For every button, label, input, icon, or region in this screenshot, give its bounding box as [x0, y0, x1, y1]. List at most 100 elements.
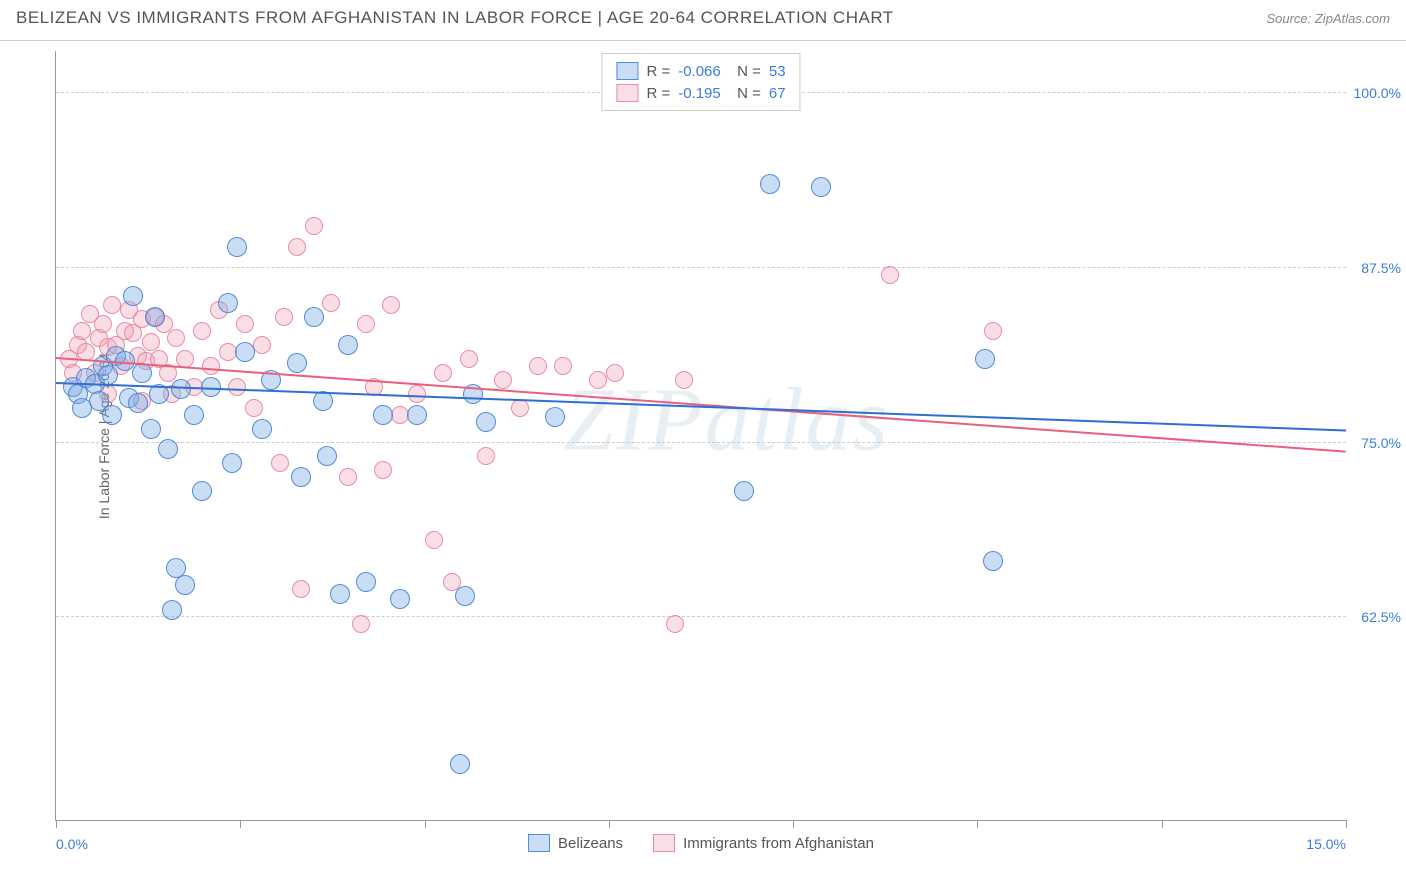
data-point	[352, 615, 370, 633]
x-tick	[56, 820, 57, 828]
data-point	[373, 405, 393, 425]
data-point	[72, 398, 92, 418]
data-point	[322, 294, 340, 312]
data-point	[252, 419, 272, 439]
data-point	[171, 379, 191, 399]
data-point	[288, 238, 306, 256]
data-point	[606, 364, 624, 382]
data-point	[357, 315, 375, 333]
data-point	[545, 407, 565, 427]
data-point	[589, 371, 607, 389]
data-point	[305, 217, 323, 235]
data-point	[291, 467, 311, 487]
x-tick	[1162, 820, 1163, 828]
data-point	[317, 446, 337, 466]
correlation-legend: R = -0.066 N = 53 R = -0.195 N = 67	[601, 53, 800, 111]
data-point	[145, 307, 165, 327]
data-point	[227, 237, 247, 257]
data-point	[123, 286, 143, 306]
scatter-chart: In Labor Force | Age 20-64 ZIPatlas R = …	[55, 51, 1346, 821]
data-point	[218, 293, 238, 313]
data-point	[434, 364, 452, 382]
data-point	[275, 308, 293, 326]
data-point	[450, 754, 470, 774]
chart-header: BELIZEAN VS IMMIGRANTS FROM AFGHANISTAN …	[0, 0, 1406, 41]
data-point	[407, 405, 427, 425]
data-point	[103, 296, 121, 314]
data-point	[228, 378, 246, 396]
x-tick	[977, 820, 978, 828]
data-point	[983, 551, 1003, 571]
data-point	[382, 296, 400, 314]
x-tick	[793, 820, 794, 828]
legend-row-2: R = -0.195 N = 67	[616, 82, 785, 104]
swatch-series1	[616, 62, 638, 80]
x-tick	[240, 820, 241, 828]
y-tick-label: 100.0%	[1354, 85, 1401, 101]
data-point	[408, 385, 426, 403]
data-point	[245, 399, 263, 417]
data-point	[73, 322, 91, 340]
data-point	[287, 353, 307, 373]
data-point	[193, 322, 211, 340]
data-point	[975, 349, 995, 369]
data-point	[141, 419, 161, 439]
x-tick	[1346, 820, 1347, 828]
data-point	[102, 405, 122, 425]
data-point	[984, 322, 1002, 340]
data-point	[460, 350, 478, 368]
data-point	[529, 357, 547, 375]
data-point	[128, 393, 148, 413]
data-point	[390, 589, 410, 609]
data-point	[477, 447, 495, 465]
data-point	[666, 615, 684, 633]
data-point	[167, 329, 185, 347]
data-point	[192, 481, 212, 501]
data-point	[811, 177, 831, 197]
x-axis-labels: 0.0% 15.0%	[56, 836, 1346, 852]
data-point	[98, 365, 118, 385]
data-point	[476, 412, 496, 432]
y-tick-label: 62.5%	[1361, 609, 1401, 625]
gridline	[56, 442, 1346, 443]
data-point	[425, 531, 443, 549]
x-tick	[609, 820, 610, 828]
data-point	[374, 461, 392, 479]
data-point	[554, 357, 572, 375]
data-point	[271, 454, 289, 472]
data-point	[175, 575, 195, 595]
data-point	[94, 315, 112, 333]
data-point	[881, 266, 899, 284]
data-point	[222, 453, 242, 473]
data-point	[734, 481, 754, 501]
chart-title: BELIZEAN VS IMMIGRANTS FROM AFGHANISTAN …	[16, 8, 894, 28]
data-point	[494, 371, 512, 389]
data-point	[330, 584, 350, 604]
y-tick-label: 75.0%	[1361, 435, 1401, 451]
data-point	[304, 307, 324, 327]
y-tick-label: 87.5%	[1361, 260, 1401, 276]
data-point	[184, 405, 204, 425]
data-point	[235, 342, 255, 362]
data-point	[158, 439, 178, 459]
data-point	[338, 335, 358, 355]
legend-row-1: R = -0.066 N = 53	[616, 60, 785, 82]
data-point	[253, 336, 271, 354]
data-point	[162, 600, 182, 620]
gridline	[56, 267, 1346, 268]
data-point	[760, 174, 780, 194]
data-point	[339, 468, 357, 486]
watermark: ZIPatlas	[564, 369, 890, 472]
data-point	[202, 357, 220, 375]
data-point	[675, 371, 693, 389]
gridline	[56, 616, 1346, 617]
data-point	[455, 586, 475, 606]
data-point	[236, 315, 254, 333]
chart-source: Source: ZipAtlas.com	[1266, 11, 1390, 26]
swatch-series2	[616, 84, 638, 102]
data-point	[142, 333, 160, 351]
data-point	[292, 580, 310, 598]
data-point	[176, 350, 194, 368]
x-tick	[425, 820, 426, 828]
data-point	[356, 572, 376, 592]
